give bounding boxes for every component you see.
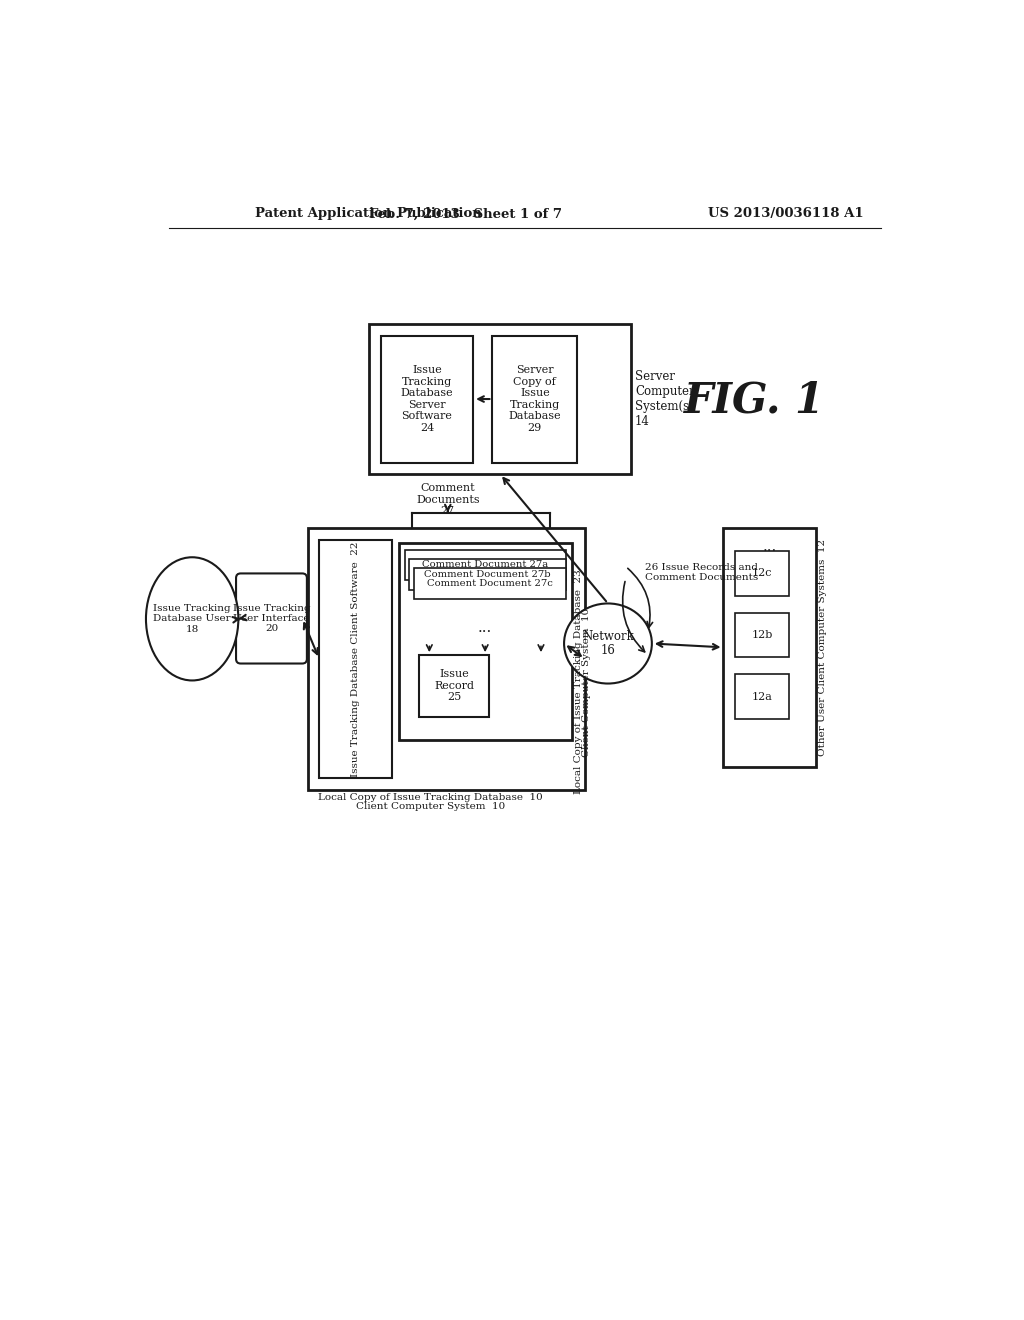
Text: Server
Copy of
Issue
Tracking
Database
29: Server Copy of Issue Tracking Database 2… bbox=[509, 366, 561, 433]
Text: Comment Document 27c: Comment Document 27c bbox=[427, 579, 553, 587]
Text: ...: ... bbox=[478, 622, 493, 635]
Text: Server
Computer
System(s)
14: Server Computer System(s) 14 bbox=[635, 370, 694, 428]
Text: Client Computer System  10: Client Computer System 10 bbox=[582, 607, 591, 756]
Bar bbox=[410, 558, 565, 590]
Text: Feb. 7, 2013   Sheet 1 of 7: Feb. 7, 2013 Sheet 1 of 7 bbox=[369, 207, 562, 220]
Bar bbox=[735, 612, 788, 657]
Text: Patent Application Publication: Patent Application Publication bbox=[255, 207, 482, 220]
Bar bbox=[404, 549, 565, 581]
Text: Issue Tracking
User Interface
20: Issue Tracking User Interface 20 bbox=[232, 603, 310, 634]
FancyBboxPatch shape bbox=[237, 573, 307, 664]
Bar bbox=[724, 528, 816, 767]
Bar bbox=[398, 544, 571, 739]
Text: Local Copy of Issue Tracking Database  23: Local Copy of Issue Tracking Database 23 bbox=[574, 570, 584, 795]
Text: Other User Client Computer Systems  12: Other User Client Computer Systems 12 bbox=[817, 539, 826, 756]
Bar bbox=[419, 655, 488, 717]
Text: US 2013/0036118 A1: US 2013/0036118 A1 bbox=[708, 207, 863, 220]
Text: Issue Tracking
Database User
18: Issue Tracking Database User 18 bbox=[154, 605, 231, 634]
Text: 12a: 12a bbox=[752, 692, 772, 702]
Bar bbox=[381, 335, 473, 462]
Bar bbox=[414, 568, 565, 599]
Text: 12c: 12c bbox=[752, 569, 772, 578]
Text: ...: ... bbox=[763, 540, 777, 554]
Ellipse shape bbox=[564, 603, 652, 684]
Text: Local Copy of Issue Tracking Database  10: Local Copy of Issue Tracking Database 10 bbox=[318, 793, 544, 803]
Text: 12b: 12b bbox=[752, 630, 773, 640]
Text: 26 Issue Records and
Comment Documents: 26 Issue Records and Comment Documents bbox=[645, 562, 758, 582]
Text: Client Computer System  10: Client Computer System 10 bbox=[356, 803, 506, 812]
Bar bbox=[735, 552, 788, 595]
Text: Comment Document 27a: Comment Document 27a bbox=[422, 561, 548, 569]
Text: Issue
Tracking
Database
Server
Software
24: Issue Tracking Database Server Software … bbox=[400, 366, 454, 433]
Bar bbox=[319, 540, 392, 779]
Bar bbox=[735, 675, 788, 719]
Text: FIG. 1: FIG. 1 bbox=[684, 380, 824, 422]
Ellipse shape bbox=[146, 557, 239, 681]
Text: Comment
Documents
27: Comment Documents 27 bbox=[416, 483, 479, 516]
Text: Issue Tracking Database Client Software  22: Issue Tracking Database Client Software … bbox=[351, 541, 360, 776]
Bar bbox=[493, 335, 578, 462]
Text: Issue
Record
25: Issue Record 25 bbox=[434, 669, 474, 702]
Text: Comment Document 27b: Comment Document 27b bbox=[424, 570, 551, 578]
Bar bbox=[307, 528, 585, 789]
Text: Network
16: Network 16 bbox=[582, 630, 634, 657]
Bar bbox=[370, 323, 631, 474]
